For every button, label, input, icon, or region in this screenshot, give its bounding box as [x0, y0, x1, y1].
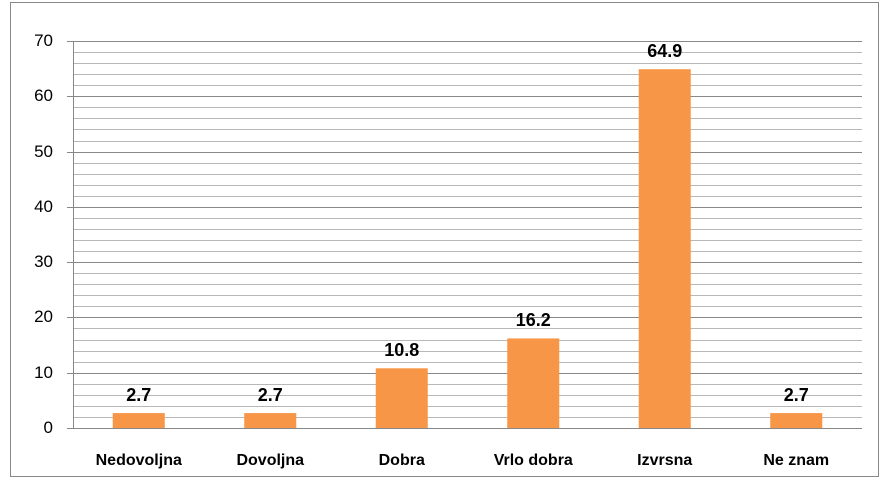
bar: [507, 338, 560, 428]
x-tick-label: Ne znam: [763, 452, 829, 469]
y-tick-label: 0: [44, 418, 53, 437]
bar: [112, 413, 165, 428]
bar: [770, 413, 823, 428]
value-label: 16.2: [516, 310, 551, 330]
bar: [638, 69, 691, 429]
x-tick-label: Nedovoljna: [96, 452, 182, 469]
x-tick-label: Izvrsna: [637, 452, 692, 469]
y-tick-label: 50: [34, 142, 53, 161]
value-label: 2.7: [258, 385, 283, 405]
value-label: 2.7: [784, 385, 809, 405]
y-tick-label: 40: [34, 197, 53, 216]
y-tick-label: 10: [34, 363, 53, 382]
y-tick-label: 70: [34, 31, 53, 50]
value-label: 64.9: [647, 41, 682, 61]
y-tick-label: 60: [34, 86, 53, 105]
y-tick-label: 30: [34, 252, 53, 271]
y-tick-label: 20: [34, 307, 53, 326]
chart-frame: [10, 2, 879, 477]
value-label: 2.7: [126, 385, 151, 405]
bar: [244, 413, 297, 428]
value-label: 10.8: [384, 340, 419, 360]
bar: [375, 368, 428, 428]
x-tick-label: Dobra: [379, 452, 425, 469]
x-tick-label: Dovoljna: [236, 452, 304, 469]
x-tick-label: Vrlo dobra: [494, 452, 573, 469]
